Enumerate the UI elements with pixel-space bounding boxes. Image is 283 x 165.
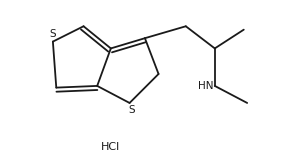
Text: S: S <box>50 29 56 39</box>
Text: HN: HN <box>198 81 213 91</box>
Text: S: S <box>128 105 135 115</box>
Text: HCl: HCl <box>101 142 121 152</box>
